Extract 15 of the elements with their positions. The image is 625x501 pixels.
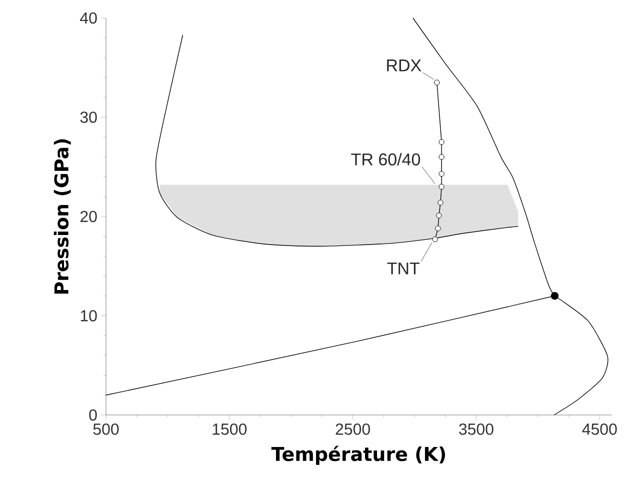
annotation: RDX <box>387 60 422 72</box>
x-tick-label: 500 <box>93 424 119 435</box>
annotation: TR 60/40 <box>351 152 420 166</box>
x-tick-label: 1500 <box>212 424 247 435</box>
y-tick-label: 30 <box>80 112 97 123</box>
x-tick-label: 2500 <box>336 424 370 435</box>
x-tick-label: 3500 <box>459 424 494 435</box>
x-axis-title: Température (K) <box>271 446 446 465</box>
y-tick-label: 0 <box>89 409 97 421</box>
y-tick-label: 20 <box>80 210 97 222</box>
y-axis-title: Pression (GPa) <box>54 139 71 294</box>
y-tick-label: 40 <box>80 12 97 24</box>
annotation: TNT <box>387 262 420 274</box>
y-tick-label: 10 <box>80 310 97 322</box>
x-tick-label: 4500 <box>582 424 617 435</box>
